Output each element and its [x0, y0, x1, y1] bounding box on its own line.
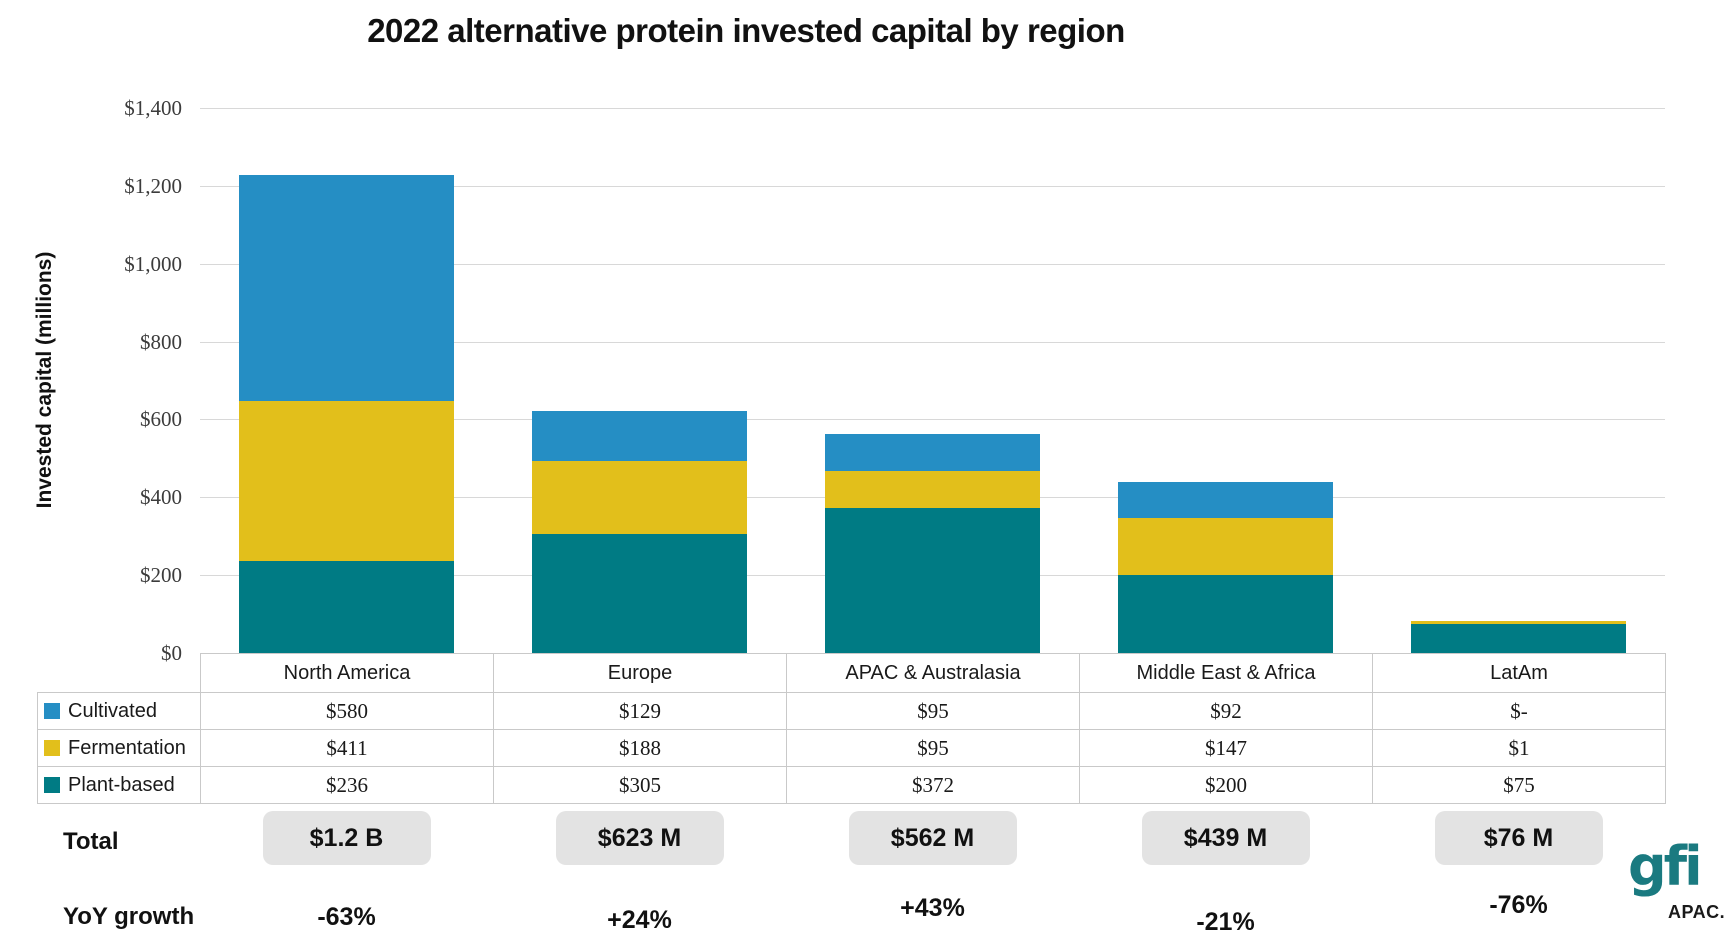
region-header-cell: Europe: [493, 653, 787, 693]
value-cell-plant-based: $372: [786, 766, 1080, 804]
value-cell-fermentation: $147: [1079, 729, 1373, 767]
legend-label: Cultivated: [68, 699, 157, 722]
legend-swatch-cultivated: [44, 703, 60, 719]
bar-segment-plant-based: [1118, 575, 1333, 653]
bar-segment-fermentation: [825, 471, 1040, 508]
gfi-logo-text: gfi: [1628, 835, 1703, 898]
y-tick-label: $600: [140, 407, 182, 431]
bar-segment-plant-based: [825, 508, 1040, 653]
region-header-cell: LatAm: [1372, 653, 1666, 693]
value-cell-plant-based: $305: [493, 766, 787, 804]
region-header-cell: Middle East & Africa: [1079, 653, 1373, 693]
legend-label: Plant-based: [68, 773, 175, 796]
value-cell-cultivated: $95: [786, 692, 1080, 730]
yoy-value: -21%: [1196, 908, 1255, 936]
gfi-apac-logo: gfi APAC.: [1628, 840, 1734, 934]
gridline: [200, 186, 1665, 187]
total-badge: $623 M: [555, 811, 724, 865]
value-cell-plant-based: $75: [1372, 766, 1666, 804]
legend-label: Fermentation: [68, 736, 186, 759]
chart-title: 2022 alternative protein invested capita…: [367, 12, 1125, 49]
value-cell-cultivated: $580: [200, 692, 494, 730]
y-tick-label: $800: [140, 330, 182, 354]
yoy-value: -63%: [317, 903, 376, 931]
y-tick-label: $400: [140, 485, 182, 509]
total-badge: $562 M: [848, 811, 1017, 865]
y-tick-label: $1,400: [124, 96, 182, 120]
value-cell-fermentation: $1: [1372, 729, 1666, 767]
bar-segment-plant-based: [1411, 624, 1626, 653]
value-cell-cultivated: $92: [1079, 692, 1373, 730]
bar-segment-fermentation: [1411, 621, 1626, 624]
value-cell-fermentation: $188: [493, 729, 787, 767]
region-header-cell: North America: [200, 653, 494, 693]
value-cell-plant-based: $200: [1079, 766, 1373, 804]
bar-segment-plant-based: [239, 561, 454, 653]
value-cell-fermentation: $95: [786, 729, 1080, 767]
total-row-label: Total: [63, 828, 119, 855]
yoy-value: +24%: [607, 906, 672, 934]
value-cell-cultivated: $-: [1372, 692, 1666, 730]
y-tick-label: $1,000: [124, 252, 182, 276]
gridline: [200, 108, 1665, 109]
bar-segment-cultivated: [532, 411, 747, 461]
bar-segment-fermentation: [1118, 518, 1333, 575]
bar-segment-cultivated: [825, 434, 1040, 471]
y-tick-label: $0: [161, 641, 182, 665]
legend-swatch-fermentation: [44, 740, 60, 756]
y-tick-label: $200: [140, 563, 182, 587]
gridline: [200, 264, 1665, 265]
bar-segment-cultivated: [1118, 482, 1333, 518]
legend-swatch-plant-based: [44, 777, 60, 793]
total-badge: $76 M: [1434, 811, 1603, 865]
bar-segment-fermentation: [532, 461, 747, 534]
row-label-plant-based: Plant-based: [37, 766, 201, 804]
total-badge: $439 M: [1141, 811, 1310, 865]
bar-segment-plant-based: [532, 534, 747, 653]
gridline: [200, 342, 1665, 343]
yoy-value: +43%: [900, 894, 965, 922]
yoy-value: -76%: [1489, 891, 1548, 919]
gfi-logo-region: APAC.: [1668, 902, 1726, 922]
row-label-fermentation: Fermentation: [37, 729, 201, 767]
total-badge: $1.2 B: [262, 811, 431, 865]
value-cell-plant-based: $236: [200, 766, 494, 804]
row-label-cultivated: Cultivated: [37, 692, 201, 730]
yoy-row-label: YoY growth: [63, 903, 195, 930]
region-header-cell: APAC & Australasia: [786, 653, 1080, 693]
bar-segment-cultivated: [239, 175, 454, 401]
value-cell-fermentation: $411: [200, 729, 494, 767]
value-cell-cultivated: $129: [493, 692, 787, 730]
bar-segment-fermentation: [239, 401, 454, 561]
gridline: [200, 419, 1665, 420]
y-tick-label: $1,200: [124, 174, 182, 198]
